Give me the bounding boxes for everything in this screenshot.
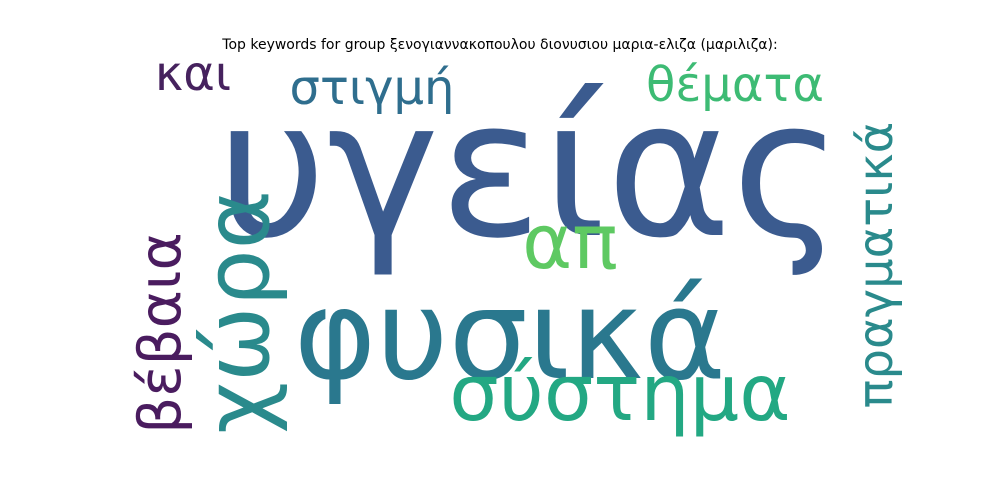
word-3: σύστημα [449,349,790,439]
word-8: θέματα [646,57,824,113]
word-4: χώρα [185,190,290,434]
word-7: βέβαια [126,232,194,433]
chart-title: Top keywords for group ξενογιαννακοπουλο… [222,37,778,53]
word-10: και [155,46,231,102]
word-5: απ [522,197,618,286]
word-6: πραγματικά [848,122,904,409]
word-1: υγείας [217,59,843,280]
word-9: στιγμή [290,60,455,116]
word-2: φυσικά [294,263,726,408]
